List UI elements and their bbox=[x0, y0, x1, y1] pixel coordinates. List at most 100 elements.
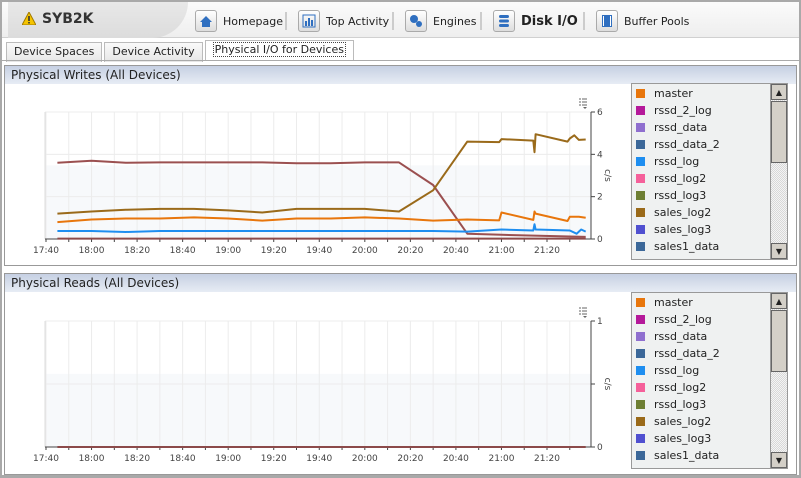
database-icon bbox=[493, 10, 515, 32]
legend-item[interactable] bbox=[632, 464, 787, 469]
nav-top-activity[interactable]: Top Activity bbox=[298, 9, 389, 33]
legend-item[interactable]: rssd_log3 bbox=[632, 187, 787, 204]
panel-title: Physical Writes (All Devices) bbox=[5, 66, 796, 84]
nav-label: Disk I/O bbox=[521, 13, 578, 29]
tab-device-activity[interactable]: Device Activity bbox=[104, 42, 203, 62]
legend-swatch bbox=[636, 315, 645, 324]
legend-swatch bbox=[636, 400, 645, 409]
nav-disk-i-o[interactable]: Disk I/O bbox=[493, 9, 578, 33]
legend-item[interactable]: sales_log2 bbox=[632, 413, 787, 430]
legend-swatch bbox=[636, 349, 645, 358]
legend-label: master bbox=[654, 296, 693, 309]
x-tick-label: 20:40 bbox=[443, 454, 469, 464]
tab-label: Physical I/O for Devices bbox=[212, 42, 346, 57]
legend-swatch bbox=[636, 298, 645, 307]
legend-item[interactable]: master bbox=[632, 85, 787, 102]
legend-item[interactable]: rssd_2_log bbox=[632, 102, 787, 119]
legend-swatch bbox=[636, 468, 645, 469]
server-badge: SYB2K bbox=[8, 2, 188, 38]
nav-engines[interactable]: Engines bbox=[405, 9, 476, 33]
legend-swatch bbox=[636, 174, 645, 183]
scroll-thumb[interactable] bbox=[771, 101, 787, 163]
gears-icon bbox=[405, 10, 427, 32]
plot-band bbox=[45, 165, 591, 239]
legend-label: sales_log2 bbox=[654, 206, 712, 219]
legend-item[interactable]: rssd_log2 bbox=[632, 170, 787, 187]
legend-label: rssd_data_2 bbox=[654, 347, 720, 360]
x-tick-label: 21:00 bbox=[488, 454, 514, 464]
tab-physical-i-o-for-devices[interactable]: Physical I/O for Devices bbox=[204, 40, 354, 61]
legend-item[interactable]: sales1_data bbox=[632, 238, 787, 255]
x-tick-label: 18:20 bbox=[124, 454, 150, 464]
tab-label: Device Activity bbox=[112, 45, 195, 58]
legend-swatch bbox=[636, 191, 645, 200]
legend-label: master bbox=[654, 87, 693, 100]
legend-swatch bbox=[636, 225, 645, 234]
legend-label: rssd_log3 bbox=[654, 398, 707, 411]
y-tick-label: 6 bbox=[597, 108, 603, 118]
chart-options-icon[interactable] bbox=[579, 98, 587, 109]
legend-item[interactable]: rssd_log bbox=[632, 362, 787, 379]
tab-device-spaces[interactable]: Device Spaces bbox=[6, 42, 103, 62]
nav-label: Top Activity bbox=[326, 14, 390, 28]
series-line-sales_log2 bbox=[57, 133, 586, 215]
legend-swatch bbox=[636, 242, 645, 251]
legend-item[interactable]: rssd_data bbox=[632, 119, 787, 136]
legend-label: sales_log3 bbox=[654, 432, 712, 445]
legend-item[interactable] bbox=[632, 255, 787, 259]
physical-reads-panel: Physical Reads (All Devices) 0 1 17:40 18:0… bbox=[4, 273, 797, 475]
legend-item[interactable]: sales_log3 bbox=[632, 430, 787, 447]
x-tick-label: 20:20 bbox=[397, 454, 423, 464]
legend-item[interactable]: sales1_data bbox=[632, 447, 787, 464]
legend-item[interactable]: rssd_log bbox=[632, 153, 787, 170]
buffer-icon bbox=[596, 10, 618, 32]
legend-item[interactable]: rssd_2_log bbox=[632, 311, 787, 328]
nav-buffer-pools[interactable]: Buffer Pools bbox=[596, 9, 689, 33]
legend-swatch bbox=[636, 417, 645, 426]
legend-label: sales_log3 bbox=[654, 223, 712, 236]
x-tick-label: 17:40 bbox=[33, 246, 59, 256]
scroll-down-button[interactable]: ▼ bbox=[771, 243, 787, 259]
nav-separator bbox=[285, 12, 287, 30]
server-name: SYB2K bbox=[42, 11, 94, 27]
legend-item[interactable]: rssd_data_2 bbox=[632, 345, 787, 362]
x-tick-label: 19:40 bbox=[306, 246, 332, 256]
legend-item[interactable]: master bbox=[632, 294, 787, 311]
x-tick-label: 18:00 bbox=[79, 454, 105, 464]
legend-swatch bbox=[636, 106, 645, 115]
legend-label: sales1_data bbox=[654, 449, 720, 462]
legend-scrollbar[interactable]: ▲ ▼ bbox=[770, 293, 787, 468]
x-tick-label: 18:00 bbox=[79, 246, 105, 256]
x-tick-label: 19:00 bbox=[215, 246, 241, 256]
legend-swatch bbox=[636, 383, 645, 392]
nav-homepage[interactable]: Homepage bbox=[195, 9, 283, 33]
y-tick-label: 2 bbox=[597, 193, 603, 203]
x-tick-label: 17:40 bbox=[33, 454, 59, 464]
physical-writes-panel: Physical Writes (All Devices) 0 2 4 6 17:40 1… bbox=[4, 65, 797, 266]
legend-item[interactable]: sales_log3 bbox=[632, 221, 787, 238]
scroll-up-button[interactable]: ▲ bbox=[771, 293, 787, 309]
x-tick-label: 21:20 bbox=[534, 454, 560, 464]
scroll-down-button[interactable]: ▼ bbox=[771, 452, 787, 468]
legend-swatch bbox=[636, 332, 645, 341]
legend-scrollbar[interactable]: ▲ ▼ bbox=[770, 84, 787, 259]
series-line-rssd_log bbox=[57, 223, 587, 235]
legend-swatch bbox=[636, 157, 645, 166]
scroll-thumb[interactable] bbox=[771, 310, 787, 372]
chart-options-icon[interactable] bbox=[579, 307, 587, 318]
legend-item[interactable]: rssd_log2 bbox=[632, 379, 787, 396]
series-line-series-0 bbox=[57, 159, 586, 238]
chart: 0 2 4 6 17:40 18:00 18:20 18:40 19:00 19:20 19:40 2… bbox=[33, 98, 612, 256]
scroll-up-button[interactable]: ▲ bbox=[771, 84, 787, 100]
y-axis-label: c/s bbox=[602, 169, 612, 182]
legend-item[interactable]: rssd_log3 bbox=[632, 396, 787, 413]
legend-item[interactable]: rssd_data_2 bbox=[632, 136, 787, 153]
y-tick-label: 1 bbox=[597, 317, 603, 327]
nav-label: Homepage bbox=[223, 14, 283, 28]
tab-label: Device Spaces bbox=[14, 45, 95, 58]
legend-item[interactable]: rssd_data bbox=[632, 328, 787, 345]
y-tick-label: 0 bbox=[597, 235, 603, 245]
legend-item[interactable]: sales_log2 bbox=[632, 204, 787, 221]
legend: master rssd_2_log rssd_data rssd_data_2 rssd… bbox=[631, 83, 788, 260]
